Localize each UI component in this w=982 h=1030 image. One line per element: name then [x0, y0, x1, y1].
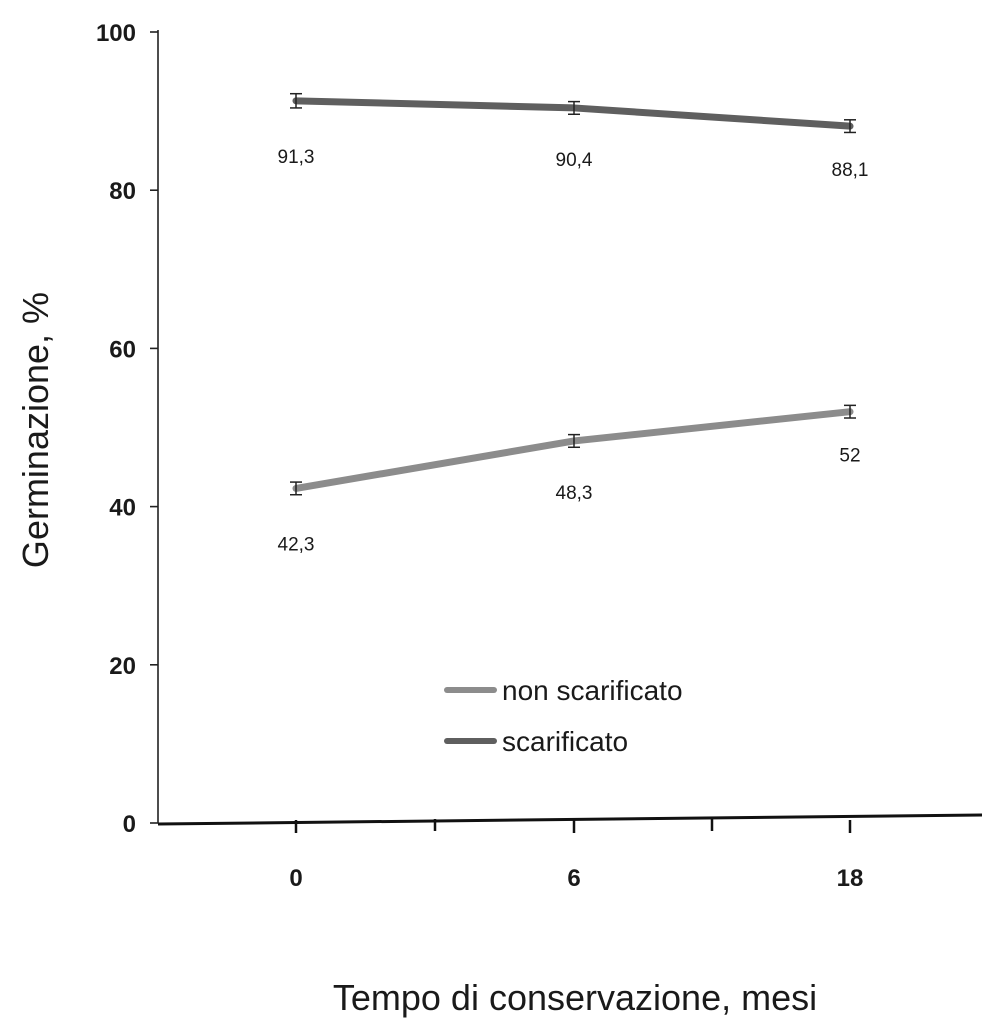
y-tick-label: 40: [109, 495, 136, 522]
data-label: 52: [839, 446, 860, 467]
legend-label-non-scarificato: non scarificato: [502, 675, 683, 706]
x-tick-label: 6: [567, 865, 580, 892]
x-tick-label: 18: [837, 865, 864, 892]
y-tick-label: 20: [109, 653, 136, 680]
y-tick-label: 80: [109, 178, 136, 205]
y-tick-label: 0: [123, 811, 136, 838]
y-tick-label: 100: [96, 20, 136, 47]
series-line-non-scarificato: [296, 412, 850, 489]
series-line-scarificato: [296, 101, 850, 126]
data-label: 91,3: [278, 147, 315, 168]
data-labels: 42,3 48,3 52 91,3 90,4 88,1: [278, 147, 869, 556]
y-tick-label: 60: [109, 336, 136, 363]
x-tick-label: 0: [289, 865, 302, 892]
data-label: 42,3: [278, 534, 315, 555]
legend: non scarificato scarificato: [447, 675, 683, 757]
legend-label-scarificato: scarificato: [502, 726, 628, 757]
y-axis-title: Germinazione, %: [15, 292, 56, 568]
data-label: 48,3: [556, 483, 593, 504]
data-label: 88,1: [832, 160, 869, 181]
x-axis-title: Tempo di conservazione, mesi: [333, 977, 817, 1018]
data-label: 90,4: [556, 150, 593, 171]
x-axis-line: [158, 815, 982, 824]
